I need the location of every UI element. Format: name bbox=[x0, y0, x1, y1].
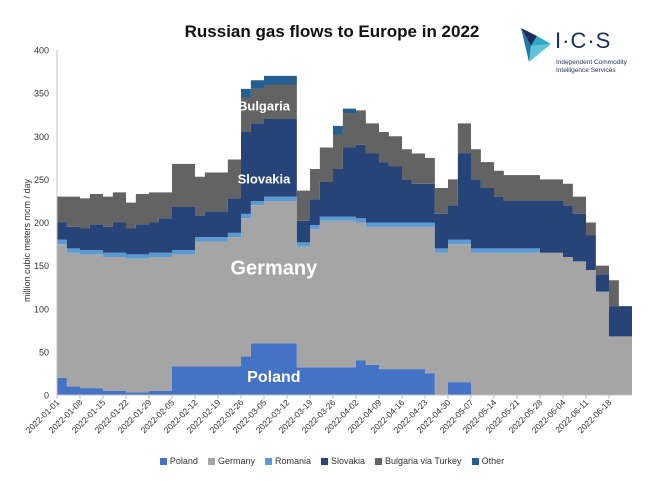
y-tick-label: 100 bbox=[34, 304, 49, 314]
legend-label: Bulgaria via Turkey bbox=[385, 456, 462, 466]
series-area-poland bbox=[57, 343, 632, 395]
y-tick-label: 150 bbox=[34, 261, 49, 271]
logo-tagline-1: Independent Commodity bbox=[556, 59, 627, 66]
y-tick-label: 250 bbox=[34, 175, 49, 185]
series-area-germany bbox=[57, 200, 632, 395]
icis-logo: I·C·S Independent Commodity Intelligence… bbox=[519, 24, 659, 84]
legend-item-poland: Poland bbox=[159, 456, 198, 466]
legend-label: Romania bbox=[274, 456, 311, 466]
legend-item-bulgaria-via-turkey: Bulgaria via Turkey bbox=[375, 456, 462, 466]
legend-label: Slovakia bbox=[330, 456, 366, 466]
legend-swatch bbox=[264, 458, 272, 466]
y-tick-label: 50 bbox=[39, 347, 49, 357]
legend-swatch bbox=[207, 458, 215, 466]
legend-item-slovakia: Slovakia bbox=[320, 456, 366, 466]
legend-item-germany: Germany bbox=[207, 456, 255, 466]
annotation-poland: Poland bbox=[247, 369, 300, 386]
legend-swatch bbox=[159, 458, 167, 466]
chart-title: Russian gas flows to Europe in 2022 bbox=[184, 22, 480, 41]
logo-tagline-2: Intelligence Services bbox=[556, 67, 616, 74]
series-area-bulgaria-via-turkey bbox=[57, 84, 632, 307]
legend-swatch bbox=[471, 458, 479, 466]
icis-logo-mark-icon bbox=[521, 28, 551, 62]
legend-label: Poland bbox=[169, 456, 198, 466]
y-tick-label: 200 bbox=[34, 218, 49, 228]
annotation-bulgaria: Bulgaria bbox=[238, 98, 291, 113]
y-tick-label: 300 bbox=[34, 132, 49, 142]
legend-item-other: Other bbox=[471, 456, 505, 466]
legend-item-romania: Romania bbox=[264, 456, 311, 466]
annotation-germany: Germany bbox=[230, 257, 318, 279]
y-axis-label: million cubic meters mcm / day bbox=[22, 178, 32, 302]
y-tick-label: 0 bbox=[44, 391, 49, 401]
legend-swatch bbox=[320, 458, 328, 466]
legend: Poland Germany Romania Slovakia Bulgaria via… bbox=[0, 456, 664, 466]
legend-label: Other bbox=[481, 456, 505, 466]
logo-wordmark: I·C·S bbox=[555, 28, 612, 53]
annotation-slovakia: Slovakia bbox=[238, 172, 292, 187]
series-area-slovakia bbox=[57, 119, 632, 337]
legend-swatch bbox=[375, 458, 383, 466]
y-tick-label: 350 bbox=[34, 89, 49, 99]
legend-label: Germany bbox=[217, 456, 255, 466]
y-tick-label: 400 bbox=[34, 46, 49, 56]
